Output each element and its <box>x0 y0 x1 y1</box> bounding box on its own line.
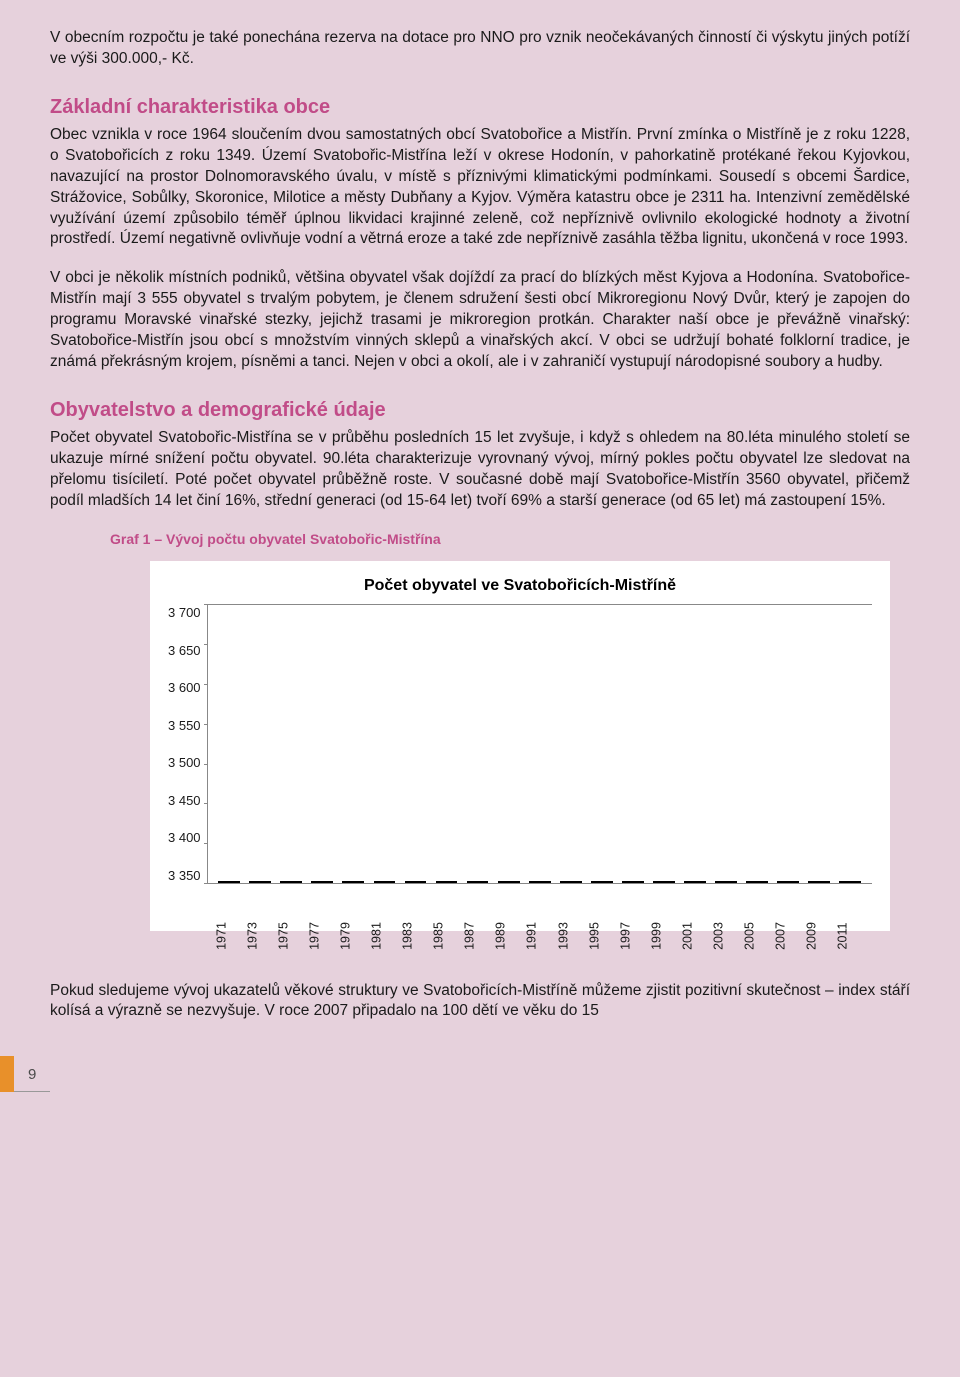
x-axis: 1971197319751977197919811983198519871989… <box>208 904 872 938</box>
bar-slot <box>835 881 866 883</box>
page-accent-bar <box>0 1056 14 1092</box>
y-tick-label: 3 650 <box>168 642 201 660</box>
x-tick-label: 2003 <box>710 921 742 952</box>
page-number: 9 <box>14 1065 50 1092</box>
x-tick-label: 2001 <box>679 921 711 952</box>
x-tick-label: 1979 <box>338 921 370 952</box>
x-tick-label: 1989 <box>493 921 525 952</box>
x-tick-label: 1985 <box>431 921 463 952</box>
bar-slot <box>276 881 307 883</box>
bar <box>653 881 675 883</box>
bar <box>342 881 364 883</box>
bar <box>839 881 861 883</box>
bar <box>622 881 644 883</box>
x-tick-label: 1995 <box>586 921 618 952</box>
bar <box>311 881 333 883</box>
bar <box>498 881 520 883</box>
demographics-para: Počet obyvatel Svatobořic-Mistřína se v … <box>50 428 910 512</box>
x-tick-label: 2011 <box>834 921 866 952</box>
bar <box>777 881 799 883</box>
chart-title: Počet obyvatel ve Svatobořicích-Mistříně <box>168 575 872 597</box>
y-tick-label: 3 700 <box>168 604 201 622</box>
bar-slot <box>462 881 493 883</box>
bar-slot <box>648 881 679 883</box>
bar-slot <box>524 881 555 883</box>
x-tick-label: 1987 <box>462 921 494 952</box>
bar <box>591 881 613 883</box>
y-tick-label: 3 500 <box>168 754 201 772</box>
bar-slot <box>555 881 586 883</box>
y-axis: 3 700 3 650 3 600 3 550 3 500 3 450 3 400 3 350 <box>168 604 207 884</box>
x-tick-label: 2009 <box>803 921 835 952</box>
bar-slot <box>773 881 804 883</box>
x-tick-label: 1971 <box>214 921 246 952</box>
x-tick-label: 1991 <box>524 921 556 952</box>
bar-slot <box>431 881 462 883</box>
bar <box>249 881 271 883</box>
bar <box>529 881 551 883</box>
bar-slot <box>369 881 400 883</box>
bar-slot <box>493 881 524 883</box>
bar <box>280 881 302 883</box>
intro-paragraph: V obecním rozpočtu je také ponechána rez… <box>50 28 910 70</box>
bar-slot <box>679 881 710 883</box>
bar-slot <box>338 881 369 883</box>
bar <box>808 881 830 883</box>
plot-area <box>207 604 872 884</box>
x-tick-label: 1983 <box>400 921 432 952</box>
footer-paragraph: Pokud sledujeme vývoj ukazatelů věkové s… <box>50 981 910 1023</box>
x-tick-label: 1997 <box>617 921 649 952</box>
heading-demographics: Obyvatelstvo a demografické údaje <box>50 397 910 424</box>
y-tick-label: 3 550 <box>168 717 201 735</box>
bar <box>405 881 427 883</box>
x-tick-label: 2007 <box>772 921 804 952</box>
chart-caption: Graf 1 – Vývoj počtu obyvatel Svatobořic… <box>110 530 910 549</box>
population-chart: Počet obyvatel ve Svatobořicích-Mistříně… <box>150 561 890 931</box>
bar-slot <box>245 881 276 883</box>
bar-slot <box>804 881 835 883</box>
x-tick-label: 1981 <box>369 921 401 952</box>
page-number-block: 9 <box>0 1056 910 1092</box>
x-tick-label: 2005 <box>741 921 773 952</box>
bar <box>684 881 706 883</box>
characteristics-para-1: Obec vznikla v roce 1964 sloučením dvou … <box>50 125 910 251</box>
bar-slot <box>711 881 742 883</box>
bar-slot <box>400 881 431 883</box>
bar <box>715 881 737 883</box>
bar <box>746 881 768 883</box>
bar <box>467 881 489 883</box>
bar <box>436 881 458 883</box>
x-tick-label: 1977 <box>307 921 339 952</box>
bar <box>374 881 396 883</box>
bar <box>218 881 240 883</box>
bar-slot <box>742 881 773 883</box>
x-tick-label: 1999 <box>648 921 680 952</box>
y-tick-label: 3 350 <box>168 867 201 885</box>
x-tick-label: 1993 <box>555 921 587 952</box>
heading-characteristics: Základní charakteristika obce <box>50 94 910 121</box>
bar-slot <box>586 881 617 883</box>
characteristics-para-2: V obci je několik místních podniků, větš… <box>50 268 910 373</box>
x-tick-label: 1975 <box>276 921 308 952</box>
bar-slot <box>617 881 648 883</box>
bar <box>560 881 582 883</box>
x-tick-label: 1973 <box>245 921 277 952</box>
y-tick-label: 3 600 <box>168 679 201 697</box>
y-tick-label: 3 400 <box>168 829 201 847</box>
y-tick-label: 3 450 <box>168 792 201 810</box>
bar-slot <box>307 881 338 883</box>
bar-slot <box>214 881 245 883</box>
